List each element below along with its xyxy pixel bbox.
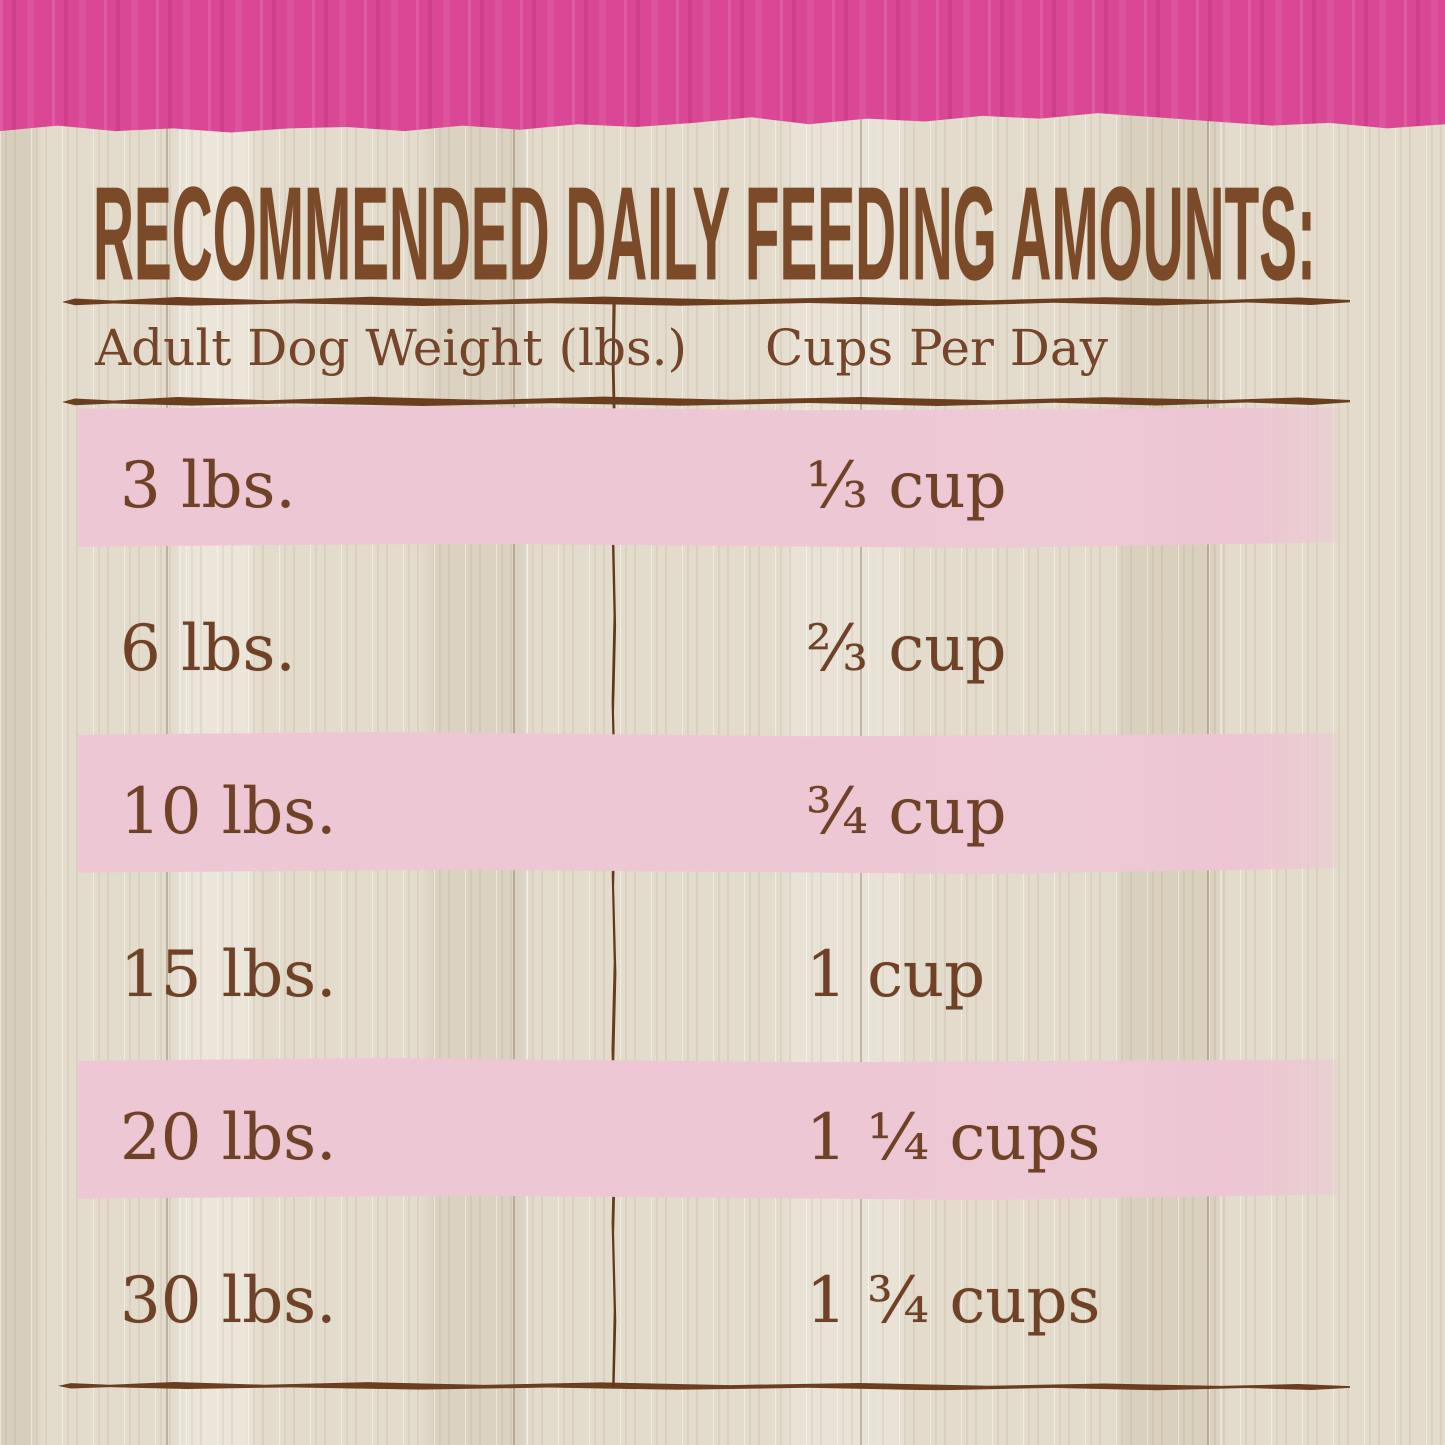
page-title: RECOMMENDED DAILY FEEDING AMOUNTS: — [93, 160, 1316, 309]
weight-value: 6 lbs. — [120, 611, 296, 686]
weight-value: 10 lbs. — [120, 774, 337, 849]
row-highlight — [78, 732, 1337, 874]
table-row: 20 lbs. 1 ¼ cups — [65, 1056, 1350, 1219]
column-header-weight: Adult Dog Weight (lbs.) — [95, 319, 688, 377]
weight-value: 3 lbs. — [120, 448, 296, 523]
cups-value: 1 cup — [806, 937, 986, 1012]
column-header-cups: Cups Per Day — [765, 319, 1108, 377]
cups-value: 1 ¼ cups — [806, 1100, 1101, 1175]
row-highlight — [78, 1058, 1337, 1200]
cups-value: 1 ¾ cups — [806, 1263, 1101, 1338]
table-bottom-border — [58, 1381, 1350, 1391]
weight-value: 30 lbs. — [120, 1263, 337, 1338]
table-row: 10 lbs. ¾ cup — [65, 730, 1350, 893]
row-highlight — [78, 406, 1337, 548]
weight-value: 20 lbs. — [120, 1100, 337, 1175]
table-header-border — [62, 396, 1350, 406]
cups-value: ⅓ cup — [806, 448, 1007, 523]
cups-value: ¾ cup — [806, 774, 1007, 849]
table-row: 3 lbs. ⅓ cup — [65, 404, 1350, 567]
weight-value: 15 lbs. — [120, 937, 337, 1012]
table-top-border — [62, 296, 1350, 306]
cups-value: ⅔ cup — [806, 611, 1007, 686]
table-row: 30 lbs. 1 ¾ cups — [65, 1219, 1350, 1382]
table-row: 15 lbs. 1 cup — [65, 893, 1350, 1056]
table-row: 6 lbs. ⅔ cup — [65, 567, 1350, 730]
pink-banner — [0, 0, 1445, 133]
